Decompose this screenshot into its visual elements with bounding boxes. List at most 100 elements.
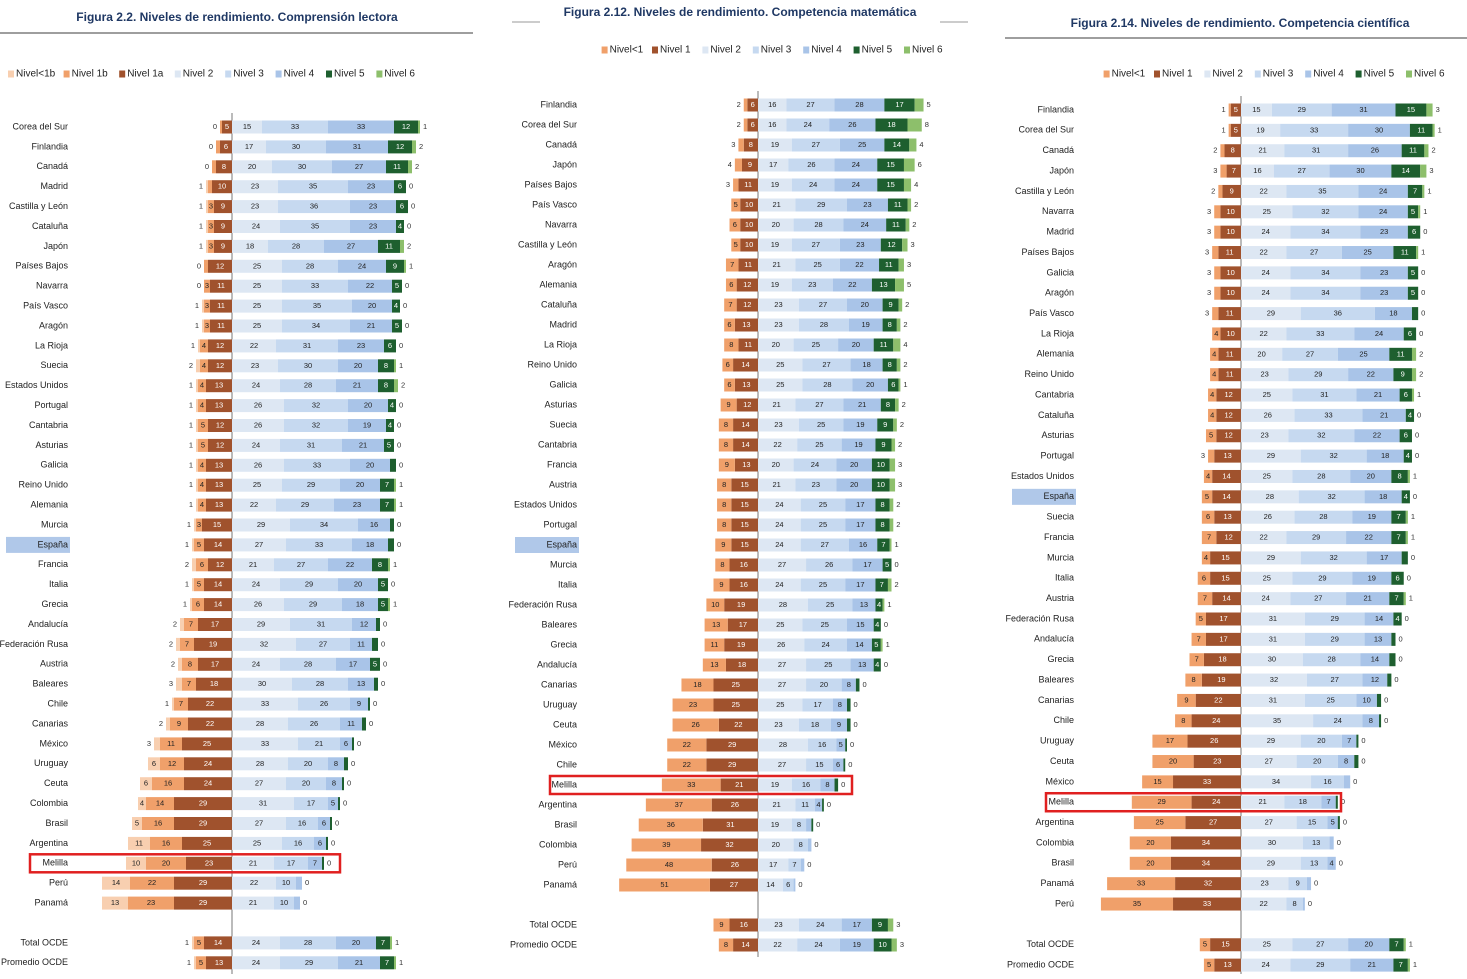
category-label: Galicia [549,379,577,389]
bar-segment [898,258,904,272]
bar-segment [875,118,908,132]
bar-segment [220,120,222,134]
bar-segment [791,278,833,292]
value-label: 11 [385,241,393,250]
legend-label: Nivel 1a [127,69,164,80]
category-label: Federación Rusa [508,599,577,609]
bar-segment [1348,123,1410,137]
bar-segment [418,120,420,134]
bar-segment [725,658,758,672]
bar-segment [871,278,896,292]
highlight-shade [6,536,70,553]
bar-segment [802,698,833,712]
category-label: Francia [1044,532,1074,542]
bar-segment [1362,714,1380,728]
bar-segment [873,938,892,952]
bar-segment [738,338,758,352]
value-label: 36 [310,202,318,211]
value-label: 6 [388,341,392,350]
value-label: 11 [357,639,365,648]
value-label: 11 [710,640,718,649]
category-label: Perú [558,859,577,869]
value-label: 0 [1308,899,1312,908]
value-label: 20 [354,580,362,589]
bar-segment [758,218,794,232]
legend-swatch [853,46,860,54]
value-label: 12 [396,142,404,151]
bar-segment [758,398,796,412]
bar-segment [232,160,272,174]
bar-segment [342,777,344,791]
value-label: 5 [839,740,843,749]
value-label: 19 [856,420,864,429]
value-label: 16 [298,818,306,827]
value-label: 3 [1201,451,1205,460]
bar-segment [232,220,280,233]
bar-segment [724,598,758,612]
value-label: 10 [1227,329,1235,338]
bar-segment [1241,469,1293,483]
value-label: 28 [304,659,312,668]
value-label: 34 [320,520,328,529]
value-label: 9 [719,920,723,929]
bar-segment [795,398,844,412]
category-label: Grecia [550,639,577,649]
bar-segment [1203,958,1215,972]
bar-segment [736,398,758,412]
chart-title: Figura 2.2. Niveles de rendimiento. Comp… [76,10,398,24]
bar-segment [204,279,210,293]
bar-segment [1313,714,1363,728]
bar-segment [412,140,416,154]
bar-segment [394,180,406,194]
category-label: Federación Rusa [1005,613,1074,623]
value-label: 30 [298,162,306,171]
value-label: 9 [357,699,361,708]
bar-segment [378,578,388,592]
value-label: 11 [217,281,225,290]
value-label: 4 [914,180,918,189]
value-label: 28 [304,381,312,390]
value-label: 5 [387,440,391,449]
bar-segment [182,677,196,691]
value-label: 6 [727,320,731,329]
bar-segment [1241,693,1305,707]
bar-segment [198,458,206,472]
bar-segment [1201,531,1217,545]
category-label: Portugal [34,400,68,410]
value-label: 17 [739,620,747,629]
bar-segment [715,538,732,552]
value-label: 23 [808,280,816,289]
bar-segment [661,778,721,792]
bar-segment [880,398,896,412]
bar-segment [1210,938,1241,952]
bar-segment [724,298,737,312]
bar-segment [1210,347,1219,361]
bar-segment [1216,429,1241,443]
value-label: 3 [209,202,213,211]
bar-segment [873,338,894,352]
legend-swatch [1355,70,1362,78]
value-label: 23 [774,920,782,929]
bar-segment [882,558,892,572]
bar-segment [380,956,394,970]
value-label: 22 [1259,533,1267,542]
value-label: 24 [1262,594,1270,603]
bar-segment [1201,490,1213,504]
bar-segment [839,238,881,252]
value-label: 1 [399,480,403,489]
bar-segment [1360,653,1390,667]
value-label: 20 [1257,349,1265,358]
bar-segment [1327,816,1338,830]
bar-segment [400,239,404,253]
bar-segment [1292,938,1349,952]
value-label: 1 [195,321,199,330]
value-label: 25 [253,301,261,310]
value-label: 24 [775,540,783,549]
value-label: 0 [305,878,309,887]
bar-segment [1403,938,1406,952]
value-label: 31 [353,142,361,151]
value-label: 23 [251,202,259,211]
value-label: 1 [1417,390,1421,399]
value-label: 8 [799,840,803,849]
value-label: 20 [772,460,780,469]
